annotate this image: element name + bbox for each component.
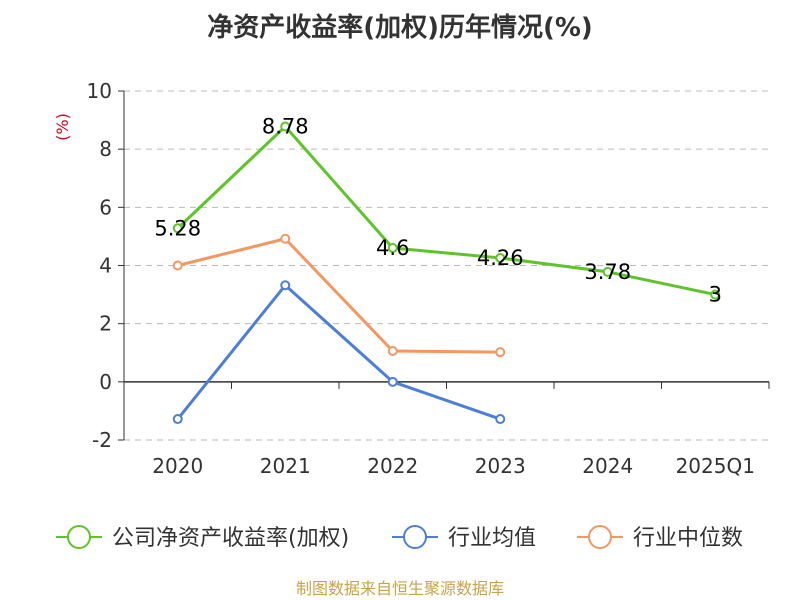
y-tick-label: 10 [87,79,112,103]
data-point[interactable] [280,121,291,132]
y-tick-label: 6 [99,195,112,219]
series-layer [172,121,721,425]
legend-label: 行业均值 [448,526,536,551]
chart-title: 净资产收益率(加权)历年情况(%) [207,12,593,43]
data-point[interactable] [602,266,613,277]
legend-marker [588,525,612,549]
data-point[interactable] [710,289,721,300]
data-point[interactable] [387,376,398,387]
series-line [176,283,501,421]
data-point[interactable] [280,280,291,291]
y-tick-label: 4 [99,254,112,278]
legend-item[interactable]: 公司净资产收益率(加权) [56,525,349,551]
data-point[interactable] [495,414,506,425]
data-label: 3.78 [584,260,631,284]
data-label: 8.78 [262,114,309,138]
x-tick-label: 2024 [582,454,633,478]
legend-item[interactable]: 行业均值 [392,525,536,551]
axes: -2 0 2 4 6 8 10 2020 2021 2022 2023 2024 2025Q1 [87,79,770,478]
x-tick-label: 2022 [367,454,418,478]
legend-item[interactable]: 行业中位数 [577,525,743,551]
data-point[interactable] [495,347,506,358]
data-label: 5.28 [154,216,201,240]
legend-label: 公司净资产收益率(加权) [112,526,349,551]
source-note: 制图数据来自恒生聚源数据库 [296,579,504,598]
data-point[interactable] [172,260,183,271]
x-tick-label: 2020 [152,454,203,478]
y-tick-label: -2 [92,428,112,452]
data-label: 4.26 [477,246,524,270]
y-axis-label: (%) [53,113,72,141]
data-label: 4.6 [376,236,409,260]
x-tick-label: 2025Q1 [676,454,755,478]
x-tick-label: 2021 [260,454,311,478]
series-line [176,124,716,297]
grid-lines [124,90,769,441]
y-tick-label: 8 [99,137,112,161]
legend[interactable]: 公司净资产收益率(加权) 行业均值 行业中位数 [56,525,743,551]
legend-marker [67,525,91,549]
data-point[interactable] [172,223,183,234]
data-point[interactable] [495,252,506,263]
legend-label: 行业中位数 [633,526,743,551]
legend-marker [403,525,427,549]
data-labels: 5.28 8.78 4.6 4.26 3.78 3 [154,114,722,306]
y-tick-label: 2 [99,312,112,336]
x-tick-label: 2023 [475,454,526,478]
y-tick-label: 0 [99,370,112,394]
data-label: 3 [709,283,722,307]
data-point[interactable] [280,233,291,244]
data-point[interactable] [387,243,398,254]
data-point[interactable] [172,414,183,425]
series-line [177,237,501,354]
data-point[interactable] [387,346,398,357]
